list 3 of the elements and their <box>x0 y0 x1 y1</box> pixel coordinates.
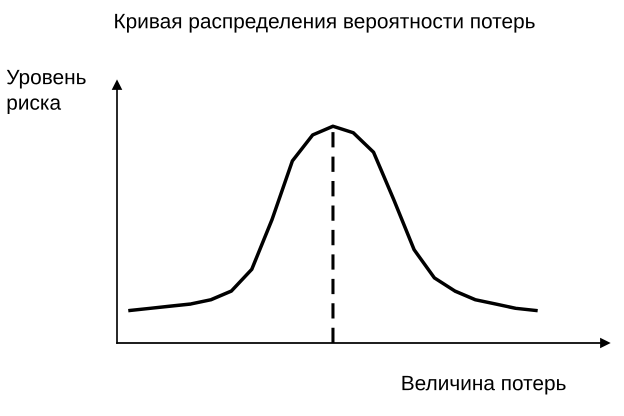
y-axis-title: Уровень риска <box>6 70 86 114</box>
x-axis-title: Величина потерь <box>402 376 566 395</box>
chart-title: Кривая распределения вероятности потерь <box>115 14 535 33</box>
